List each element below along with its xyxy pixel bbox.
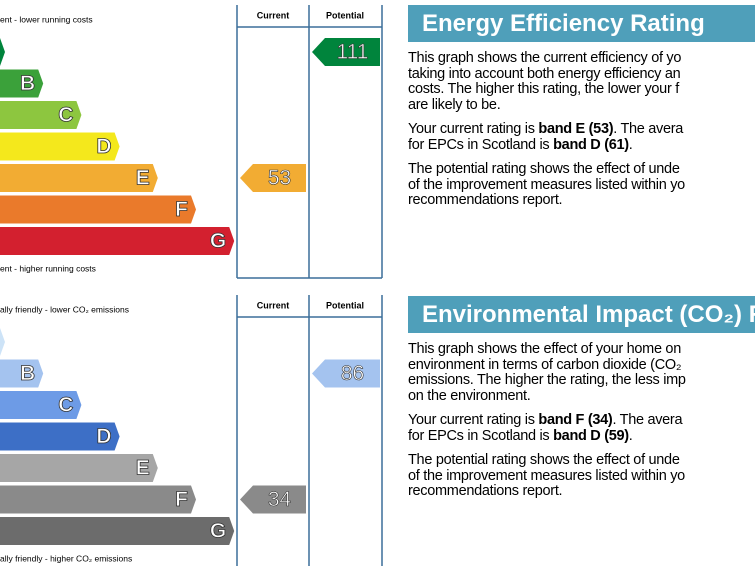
energy-panel: Energy Efficiency Rating This graph shows… <box>408 5 755 209</box>
rating-arrow <box>240 164 306 192</box>
band-letter: E <box>136 167 150 190</box>
band-bar <box>0 101 82 129</box>
bold-run: band D (61) <box>553 136 629 153</box>
text-run: of the improvement measures listed withi… <box>408 467 685 484</box>
text-run: This graph shows the effect of your home… <box>408 341 681 357</box>
text-run: on the environment. <box>408 387 531 404</box>
column-header: Current <box>257 300 290 310</box>
panel-title: Environmental Impact (CO₂) R <box>408 296 755 333</box>
text-line: emissions. The higher the rating, the le… <box>408 372 755 389</box>
rating-arrow <box>312 38 380 66</box>
text-line: for EPCs in Scotland is band D (61). <box>408 136 755 154</box>
text-run: recommendations report. <box>408 483 563 499</box>
text-line: of the improvement measures listed withi… <box>408 176 755 194</box>
rating-value: 111 <box>337 41 369 64</box>
bold-run: band E (53) <box>538 121 614 137</box>
band-bar <box>0 485 196 514</box>
text-line: The potential rating shows the effect of… <box>408 452 755 469</box>
column-header: Current <box>257 10 290 20</box>
text-run: are likely to be. <box>408 96 501 113</box>
text-line: recommendations report. <box>408 483 755 500</box>
text-run: . The avera <box>613 121 684 137</box>
band-bar <box>0 195 196 224</box>
text-line: environment in terms of carbon dioxide (… <box>408 356 755 374</box>
band-letter: E <box>136 457 150 480</box>
band-bar <box>0 454 158 482</box>
text-line: recommendations report. <box>408 192 755 209</box>
text-run: . <box>628 136 633 153</box>
paragraph: This graph shows the effect of your home… <box>408 341 755 405</box>
text-line: costs. The higher this rating, the lower… <box>408 81 755 98</box>
text-line: This graph shows the effect of your home… <box>408 341 755 358</box>
band-letter: F <box>175 198 188 221</box>
text-run: . <box>628 427 633 444</box>
band-letter: F <box>175 488 188 511</box>
scale-bottom-note: ent - higher running costs <box>0 263 96 273</box>
rating-charts: Current Potential ent - lower running cost… <box>0 5 383 566</box>
paragraph: This graph shows the current efficiency … <box>408 50 755 114</box>
band-letter: B <box>20 72 35 95</box>
paragraph: Your current rating is band F (34). The … <box>408 412 755 445</box>
text-run: This graph shows the current efficiency … <box>408 50 682 66</box>
band-bar <box>0 422 120 451</box>
band-bar <box>0 227 235 255</box>
column-header: Potential <box>326 10 364 20</box>
text-run: The potential rating shows the effect of… <box>408 161 680 177</box>
scale-top-note: ally friendly - lower CO₂ emissions <box>0 304 129 314</box>
text-run: for EPCs in Scotland is <box>408 427 554 444</box>
environment-panel: Environmental Impact (CO₂) R This graph s… <box>408 296 755 500</box>
bold-run: band F (34) <box>538 412 613 428</box>
text-line: Your current rating is band E (53). The … <box>408 121 755 138</box>
band-letter: C <box>58 104 73 127</box>
band-bar <box>0 69 44 98</box>
text-run: Your current rating is <box>408 121 539 137</box>
text-line: on the environment. <box>408 387 755 405</box>
paragraph: The potential rating shows the effect of… <box>408 161 755 209</box>
band-bar <box>0 38 5 66</box>
text-line: This graph shows the current efficiency … <box>408 50 755 67</box>
text-line: for EPCs in Scotland is band D (59). <box>408 427 755 445</box>
band-letter: B <box>20 362 35 385</box>
band-bar <box>0 391 82 419</box>
text-line: The potential rating shows the effect of… <box>408 161 755 178</box>
rating-value: 86 <box>341 362 364 385</box>
band-bar <box>0 328 5 356</box>
band-letter: C <box>58 394 73 417</box>
rating-value: 53 <box>268 167 291 190</box>
paragraph: The potential rating shows the effect of… <box>408 452 755 500</box>
rating-arrow <box>312 359 380 388</box>
band-letter: D <box>96 425 111 448</box>
text-line: of the improvement measures listed withi… <box>408 467 755 485</box>
band-letter: D <box>96 135 111 158</box>
band-letter: G <box>210 230 226 253</box>
band-bar <box>0 359 44 388</box>
text-run: taking into account both energy efficien… <box>408 65 681 82</box>
text-line: Your current rating is band F (34). The … <box>408 412 755 429</box>
band-bar <box>0 164 158 192</box>
band-letter: G <box>210 520 226 543</box>
text-run: Your current rating is <box>408 412 539 428</box>
rating-arrow <box>240 485 306 514</box>
paragraph: Your current rating is band E (53). The … <box>408 121 755 154</box>
text-run: of the improvement measures listed withi… <box>408 176 685 193</box>
text-run: costs. The higher this rating, the lower… <box>408 81 679 97</box>
band-bar <box>0 517 235 545</box>
scale-bottom-note: ally friendly - higher CO₂ emissions <box>0 553 132 563</box>
text-line: are likely to be. <box>408 96 755 114</box>
band-bar <box>0 132 120 161</box>
scale-top-note: ent - lower running costs <box>0 14 93 24</box>
text-run: for EPCs in Scotland is <box>408 136 554 153</box>
column-header: Potential <box>326 300 364 310</box>
bold-run: band D (59) <box>553 427 629 444</box>
panel-title: Energy Efficiency Rating <box>408 5 755 42</box>
rating-value: 34 <box>268 488 292 511</box>
text-run: environment in terms of carbon dioxide (… <box>408 356 682 373</box>
text-run: recommendations report. <box>408 192 563 208</box>
text-run: emissions. The higher the rating, the le… <box>408 372 686 388</box>
text-line: taking into account both energy efficien… <box>408 65 755 83</box>
text-run: . The avera <box>612 412 683 428</box>
text-run: The potential rating shows the effect of… <box>408 452 680 468</box>
